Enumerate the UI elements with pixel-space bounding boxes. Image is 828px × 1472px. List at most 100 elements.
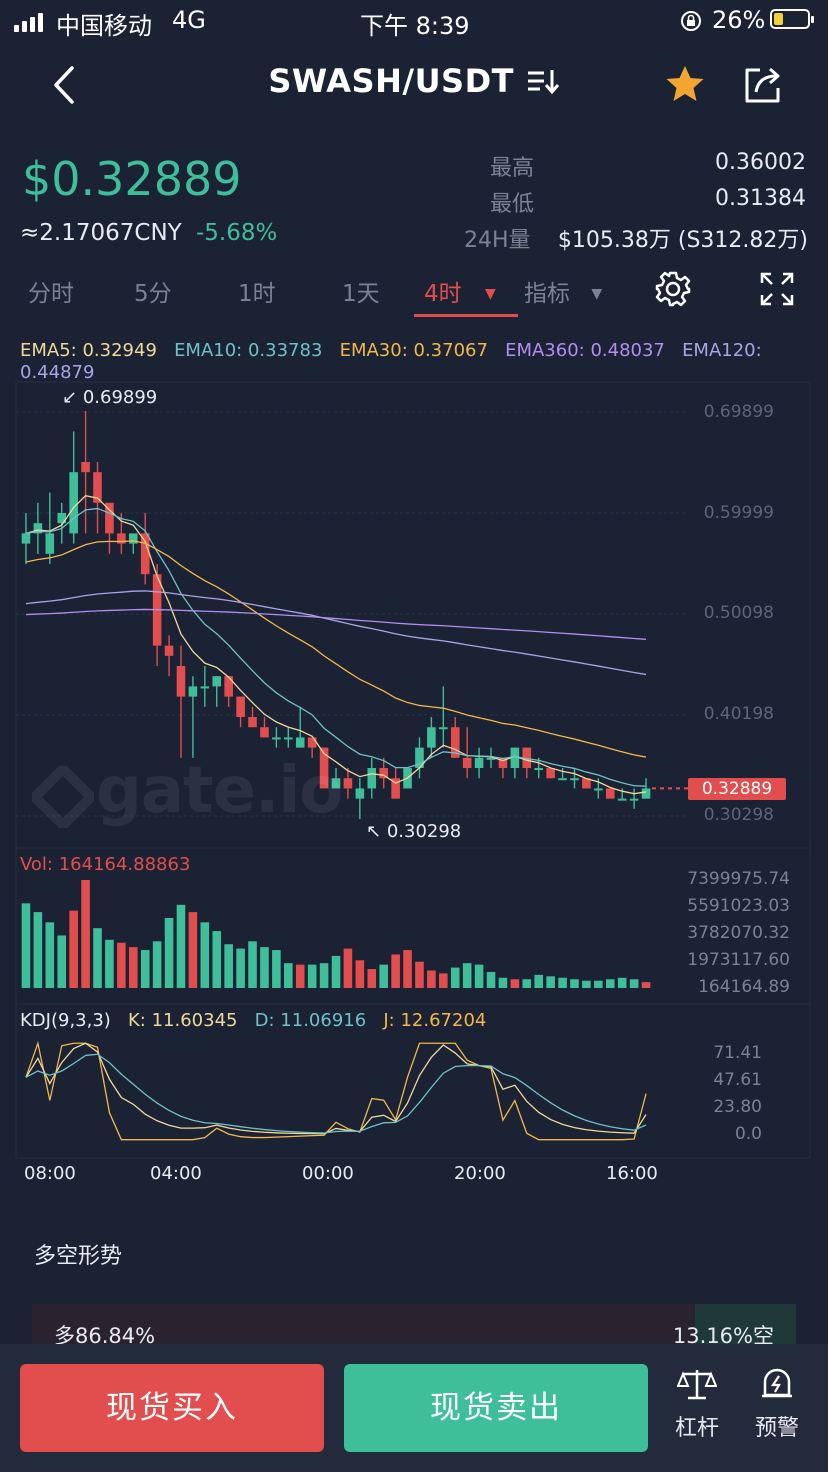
candle-body	[212, 676, 222, 687]
status-time: 下午 8:39	[360, 12, 470, 40]
candle-body	[93, 472, 102, 503]
bottom-action-bar: 现货买入 现货卖出 杠杆 预警	[0, 1344, 828, 1472]
volume-bar	[128, 947, 138, 988]
price-cny: ≈2.17067CNY	[20, 220, 182, 246]
ema360-value: EMA360: 0.48037	[505, 340, 665, 361]
volume-bar	[367, 969, 377, 988]
tab-4h[interactable]: 4时 ▼	[424, 274, 496, 308]
ema10-value: EMA10: 0.33783	[174, 340, 323, 361]
volume-bar	[641, 982, 651, 988]
price-axis-label: 0.30298	[703, 805, 774, 825]
candle-body	[307, 737, 317, 748]
volume-bar	[403, 950, 412, 988]
share-icon[interactable]	[742, 64, 784, 106]
volume-bar	[319, 963, 329, 988]
volume-bar	[236, 948, 245, 988]
spot-buy-button[interactable]: 现货买入	[20, 1364, 324, 1452]
time-axis-label: 08:00	[24, 1163, 76, 1184]
ema30-value: EMA30: 0.37067	[339, 340, 488, 361]
settings-gear-icon[interactable]	[654, 270, 692, 308]
candle-body	[594, 788, 603, 791]
ema5-line	[25, 494, 647, 795]
kdj-d: D: 11.06916	[254, 1010, 367, 1031]
candle-body	[33, 523, 43, 534]
battery-icon	[770, 9, 814, 29]
kdj-axis-label: 0.0	[734, 1124, 762, 1144]
volume-bar	[33, 912, 43, 988]
candle-body	[260, 727, 269, 738]
last-price-tag: 0.32889	[688, 778, 786, 800]
tab-indicators[interactable]: 指标 ▼	[524, 274, 602, 308]
volume-axis-label: 1973117.60	[687, 950, 790, 970]
candle-body	[546, 768, 555, 779]
price-axis-label: 0.50098	[703, 603, 774, 623]
volume-bar	[391, 954, 400, 988]
volume-bar	[45, 922, 55, 988]
tab-1d[interactable]: 1天	[342, 281, 380, 307]
volume-24h-value: $105.38万 (S312.82万)	[557, 228, 808, 253]
candle-body	[367, 768, 377, 789]
switch-pair-icon[interactable]	[526, 67, 560, 95]
candle-body	[200, 686, 210, 689]
kline-chart[interactable]	[0, 380, 828, 1180]
leverage-button[interactable]: 杠杆	[667, 1366, 727, 1442]
volume-bar	[415, 961, 424, 988]
spot-sell-button[interactable]: 现货卖出	[344, 1364, 648, 1452]
volume-bar	[582, 980, 591, 988]
candle-body	[45, 533, 55, 554]
volume-bar	[272, 950, 281, 988]
tab-timeshare[interactable]: 分时	[28, 281, 74, 307]
status-bar: 中国移动 4G 下午 8:39 26%	[0, 0, 828, 44]
volume-bar	[546, 976, 555, 988]
candle-body	[248, 717, 257, 728]
candle-body	[379, 768, 388, 779]
candle-body	[486, 757, 496, 760]
time-axis-label: 04:00	[150, 1163, 202, 1184]
volume-bar	[140, 950, 150, 988]
candle-body	[355, 788, 365, 799]
tab-active-underline	[414, 314, 518, 317]
volume-24h-label: 24H量	[464, 228, 531, 253]
candle-body	[343, 778, 353, 789]
ema30-line	[25, 540, 647, 758]
candle-body	[176, 666, 186, 697]
candle-body	[474, 757, 484, 769]
candle-body	[462, 757, 472, 769]
ema120-label: EMA120:	[682, 340, 762, 361]
volume-bar	[534, 974, 544, 988]
volume-bar	[605, 979, 615, 988]
price-axis-label: 0.69899	[703, 402, 774, 422]
gate-io-logo-icon	[32, 766, 94, 828]
volume-bar	[152, 941, 162, 988]
kdj-label: KDJ(9,3,3)	[20, 1010, 111, 1031]
fullscreen-icon[interactable]	[760, 272, 794, 306]
candle-body	[498, 757, 508, 769]
tab-indicators-label: 指标	[524, 281, 570, 307]
volume-axis-label: 3782070.32	[687, 923, 790, 943]
balance-scale-icon	[676, 1370, 718, 1400]
favorite-star-icon[interactable]	[664, 64, 706, 104]
volume-label: Vol: 164164.88863	[20, 854, 191, 875]
time-axis-label: 16:00	[606, 1163, 658, 1184]
long-short-title: 多空形势	[34, 1244, 123, 1269]
volume-bar	[260, 947, 269, 988]
price-axis-label: 0.40198	[703, 704, 774, 724]
tab-5min[interactable]: 5分	[134, 281, 172, 307]
price-alert-button[interactable]: 预警	[747, 1366, 807, 1442]
candle-body	[570, 778, 579, 781]
volume-bar	[558, 977, 567, 988]
kdj-j-line	[25, 1040, 647, 1141]
volume-bar	[331, 955, 341, 988]
candle-body	[319, 747, 329, 789]
volume-bar	[617, 977, 627, 988]
tab-1h[interactable]: 1时	[238, 281, 276, 307]
back-icon[interactable]	[48, 64, 80, 106]
candle-body	[188, 686, 198, 697]
kdj-axis-label: 71.41	[713, 1043, 762, 1063]
alert-bell-icon	[762, 1368, 792, 1398]
volume-bar	[510, 979, 520, 988]
pair-title[interactable]: SWASH/USDT	[0, 62, 828, 100]
kdj-j: J: 12.67204	[383, 1010, 487, 1031]
arrow-icon: ↙	[62, 387, 78, 408]
ema360-line	[25, 608, 647, 640]
